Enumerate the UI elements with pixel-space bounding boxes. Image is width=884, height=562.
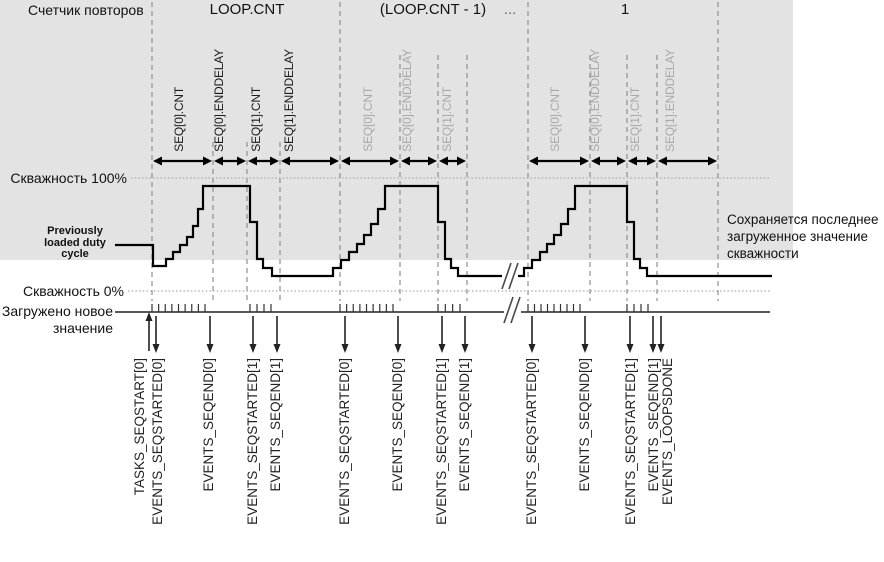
arrow-down-icon xyxy=(273,344,281,353)
loop-count-label: ... xyxy=(503,1,517,18)
new-value-loaded-label: Загружено новое значение xyxy=(1,303,113,336)
event-label: EVENTS_SEQEND[0] xyxy=(201,358,216,492)
timeline-break-icon xyxy=(508,262,519,290)
arrow-down-icon xyxy=(341,344,349,353)
previously-loaded-label: Previously loaded duty cycle xyxy=(44,225,106,260)
arrow-down-icon xyxy=(528,344,536,353)
arrow-right-icon xyxy=(580,156,589,166)
segment-duration-label: SEQ[1].ENDDELAY xyxy=(282,49,296,152)
arrow-left-icon xyxy=(401,156,410,166)
arrow-left-icon xyxy=(591,156,600,166)
arrow-right-icon xyxy=(617,156,626,166)
event-label: EVENTS_SEQSTARTED[1] xyxy=(623,358,638,525)
segment-duration-label: SEQ[1].CNT xyxy=(440,87,454,152)
loop-count-label: (LOOP.CNT - 1) xyxy=(379,1,487,18)
event-label: EVENTS_SEQSTARTED[0] xyxy=(150,358,165,525)
bottom-band xyxy=(0,0,793,260)
arrow-down-icon xyxy=(152,344,160,353)
arrow-right-icon xyxy=(708,156,717,166)
arrow-down-icon xyxy=(581,344,589,353)
arrow-up-icon xyxy=(145,312,153,321)
arrow-right-icon xyxy=(428,156,437,166)
duty-cycle-waveform xyxy=(518,184,772,278)
event-label: EVENTS_SEQEND[1] xyxy=(268,358,283,492)
timeline-break-icon xyxy=(503,296,514,324)
event-label: EVENTS_SEQEND[0] xyxy=(577,358,592,492)
arrow-down-icon xyxy=(249,344,257,353)
event-label: EVENTS_SEQEND[1] xyxy=(646,358,661,492)
arrow-down-icon xyxy=(461,344,469,353)
timeline-break-icon xyxy=(510,296,521,324)
arrow-right-icon xyxy=(390,156,399,166)
segment-duration-label: SEQ[1].CNT xyxy=(249,87,263,152)
arrow-right-icon xyxy=(330,156,339,166)
retained-value-label: Сохраняется последнее загруженное значен… xyxy=(727,212,879,261)
segment-duration-label: SEQ[0].CNT xyxy=(548,87,562,152)
repeat-counter-label: Счетчик повторов xyxy=(28,2,144,18)
event-label: EVENTS_SEQSTARTED[1] xyxy=(434,358,449,525)
duty-100-label: Скважность 100% xyxy=(10,170,127,186)
arrow-down-icon xyxy=(394,344,402,353)
event-label: EVENTS_SEQEND[1] xyxy=(457,358,472,492)
arrow-right-icon xyxy=(237,156,246,166)
arrow-down-icon xyxy=(626,344,634,353)
arrow-right-icon xyxy=(647,156,656,166)
event-label: EVENTS_LOOPSDONE xyxy=(660,358,675,506)
arrow-down-icon xyxy=(657,344,665,353)
event-label: EVENTS_SEQSTARTED[0] xyxy=(524,358,539,525)
arrow-left-icon xyxy=(214,156,223,166)
segment-duration-label: SEQ[0].ENDDELAY xyxy=(400,49,414,152)
arrow-right-icon xyxy=(203,156,212,166)
arrow-left-icon xyxy=(529,156,538,166)
event-label: EVENTS_SEQSTARTED[1] xyxy=(245,358,260,525)
segment-duration-label: SEQ[0].CNT xyxy=(172,87,186,152)
event-label: TASKS_SEQSTART[0] xyxy=(132,358,147,496)
segment-duration-label: SEQ[1].CNT xyxy=(628,87,642,152)
duty-0-label: Скважность 0% xyxy=(22,283,124,299)
arrow-left-icon xyxy=(281,156,290,166)
segment-duration-label: SEQ[0].CNT xyxy=(361,87,375,152)
arrow-right-icon xyxy=(270,156,279,166)
arrow-left-icon xyxy=(341,156,350,166)
arrow-left-icon xyxy=(658,156,667,166)
segment-duration-label: SEQ[0].ENDDELAY xyxy=(212,49,226,152)
timeline-break-icon xyxy=(501,262,512,290)
arrow-down-icon xyxy=(438,344,446,353)
loop-count-label: 1 xyxy=(620,1,630,18)
segment-duration-label: SEQ[0].ENDDELAY xyxy=(588,49,602,152)
event-label: EVENTS_SEQSTARTED[0] xyxy=(337,358,352,525)
event-label: EVENTS_SEQEND[0] xyxy=(390,358,405,492)
loop-count-label: LOOP.CNT xyxy=(209,1,285,18)
arrow-right-icon xyxy=(457,156,466,166)
arrow-left-icon xyxy=(628,156,637,166)
segment-duration-label: SEQ[1].ENDDELAY xyxy=(663,49,677,152)
arrow-left-icon xyxy=(153,156,162,166)
arrow-down-icon xyxy=(206,344,214,353)
arrow-down-icon xyxy=(649,344,657,353)
arrow-left-icon xyxy=(439,156,448,166)
arrow-left-icon xyxy=(248,156,257,166)
duty-cycle-waveform xyxy=(115,184,502,278)
